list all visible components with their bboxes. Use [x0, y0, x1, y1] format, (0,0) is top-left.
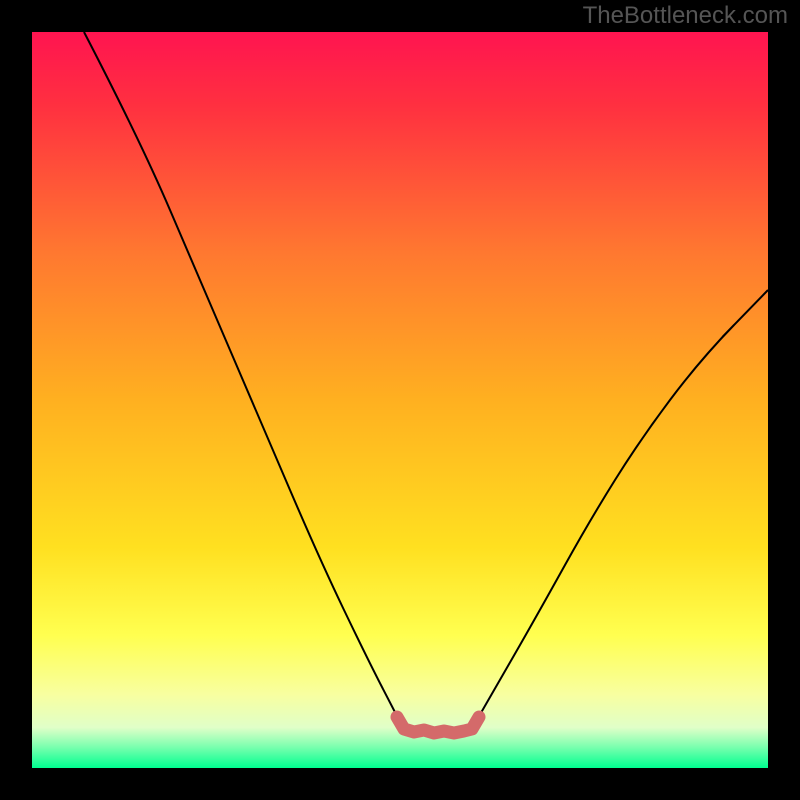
watermark-text: TheBottleneck.com	[583, 2, 788, 30]
chart-container: TheBottleneck.com	[0, 0, 800, 800]
chart-border	[0, 0, 800, 800]
